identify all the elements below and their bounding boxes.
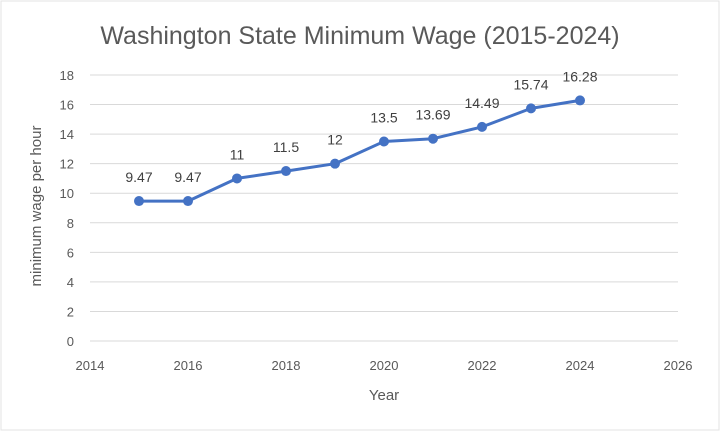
y-tick-label: 16: [60, 98, 74, 113]
data-point: [477, 121, 487, 132]
y-tick-label: 8: [67, 216, 74, 231]
y-tick-label: 14: [60, 127, 74, 142]
x-tick-label: 2026: [664, 358, 693, 373]
data-point: [134, 196, 144, 207]
data-label: 11: [230, 146, 245, 162]
x-tick-label: 2016: [174, 358, 203, 373]
x-tick-label: 2020: [370, 358, 399, 373]
data-label: 11.5: [273, 139, 299, 155]
data-point: [330, 158, 340, 169]
data-point: [575, 95, 585, 106]
series-minimum-wage: [134, 95, 585, 207]
x-tick-label: 2024: [566, 358, 595, 373]
data-label: 9.47: [125, 169, 152, 185]
x-axis-label: Year: [369, 387, 399, 404]
data-point: [379, 136, 389, 147]
data-label: 9.47: [174, 169, 201, 185]
y-axis-ticks: 0 2 4 6 8 10 12 14 16 18: [60, 68, 74, 349]
y-tick-label: 4: [67, 275, 74, 290]
y-tick-label: 6: [67, 245, 74, 260]
x-axis-ticks: 2014 2016 2018 2020 2022 2024 2026: [76, 358, 693, 373]
y-axis-label: minimum wage per hour: [28, 126, 45, 287]
data-point: [281, 166, 291, 177]
y-tick-label: 10: [60, 186, 74, 201]
y-tick-label: 12: [60, 157, 74, 172]
x-tick-label: 2018: [272, 358, 301, 373]
data-point: [183, 196, 193, 207]
x-tick-label: 2014: [76, 358, 105, 373]
data-label: 14.49: [464, 95, 499, 111]
data-labels: 9.47 9.47 11 11.5 12 13.5 13.69 14.49 15.74 16.28: [125, 68, 597, 185]
y-tick-label: 18: [60, 68, 74, 83]
data-label: 16.28: [562, 68, 597, 84]
series-line: [137, 98, 582, 203]
data-label: 15.74: [513, 76, 548, 92]
x-tick-label: 2022: [468, 358, 497, 373]
data-point: [428, 133, 438, 144]
data-label: 12: [327, 132, 343, 148]
chart-title: Washington State Minimum Wage (2015-2024…: [100, 22, 619, 50]
data-label: 13.5: [370, 110, 397, 126]
y-tick-label: 2: [67, 304, 74, 319]
data-point: [232, 173, 242, 184]
data-label: 13.69: [415, 107, 450, 123]
gridlines: [90, 74, 678, 342]
data-point: [526, 103, 536, 114]
y-tick-label: 0: [67, 334, 74, 349]
